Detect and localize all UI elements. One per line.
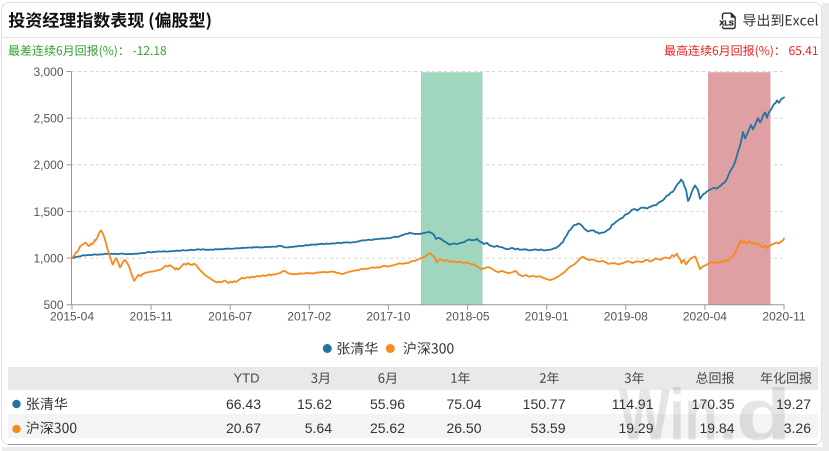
svg-text:d: d bbox=[736, 375, 791, 451]
svg-text:53.59: 53.59 bbox=[530, 420, 565, 436]
svg-text:3.26: 3.26 bbox=[784, 420, 811, 436]
svg-text:2020-11: 2020-11 bbox=[762, 310, 805, 324]
svg-text:25.62: 25.62 bbox=[370, 420, 405, 436]
svg-text:XLS: XLS bbox=[719, 18, 733, 27]
svg-text:1,000: 1,000 bbox=[33, 251, 63, 265]
svg-text:66.43: 66.43 bbox=[226, 396, 261, 412]
svg-text:2016-07: 2016-07 bbox=[208, 310, 252, 324]
svg-text:114.91: 114.91 bbox=[612, 396, 654, 412]
svg-text:15.62: 15.62 bbox=[297, 396, 332, 412]
svg-text:26.50: 26.50 bbox=[446, 420, 481, 436]
svg-text:2017-02: 2017-02 bbox=[287, 310, 331, 324]
svg-text:2020-04: 2020-04 bbox=[683, 310, 727, 324]
svg-text:2019-01: 2019-01 bbox=[525, 310, 569, 324]
svg-text:2017-10: 2017-10 bbox=[366, 310, 410, 324]
svg-text:2018-05: 2018-05 bbox=[446, 310, 490, 324]
svg-text:2,500: 2,500 bbox=[33, 112, 63, 126]
svg-text:19.27: 19.27 bbox=[776, 396, 811, 412]
svg-text:5.64: 5.64 bbox=[305, 420, 332, 436]
svg-text:500: 500 bbox=[43, 298, 63, 312]
svg-text:19.84: 19.84 bbox=[699, 420, 734, 436]
svg-text:170.35: 170.35 bbox=[692, 396, 735, 412]
svg-text:75.04: 75.04 bbox=[446, 396, 481, 412]
svg-text:3,000: 3,000 bbox=[33, 65, 63, 79]
svg-text:20.67: 20.67 bbox=[226, 420, 261, 436]
svg-text:.: . bbox=[719, 374, 737, 451]
svg-text:2015-04: 2015-04 bbox=[50, 310, 94, 324]
svg-text:1,500: 1,500 bbox=[33, 205, 63, 219]
svg-text:55.96: 55.96 bbox=[370, 396, 405, 412]
svg-text:19.29: 19.29 bbox=[618, 420, 653, 436]
svg-text:150.77: 150.77 bbox=[523, 396, 566, 412]
svg-text:2015-11: 2015-11 bbox=[130, 310, 173, 324]
svg-text:YTD: YTD bbox=[234, 371, 260, 386]
svg-text:Win: Win bbox=[619, 375, 717, 451]
svg-text:2019-08: 2019-08 bbox=[604, 310, 648, 324]
svg-text:2,000: 2,000 bbox=[33, 158, 63, 172]
